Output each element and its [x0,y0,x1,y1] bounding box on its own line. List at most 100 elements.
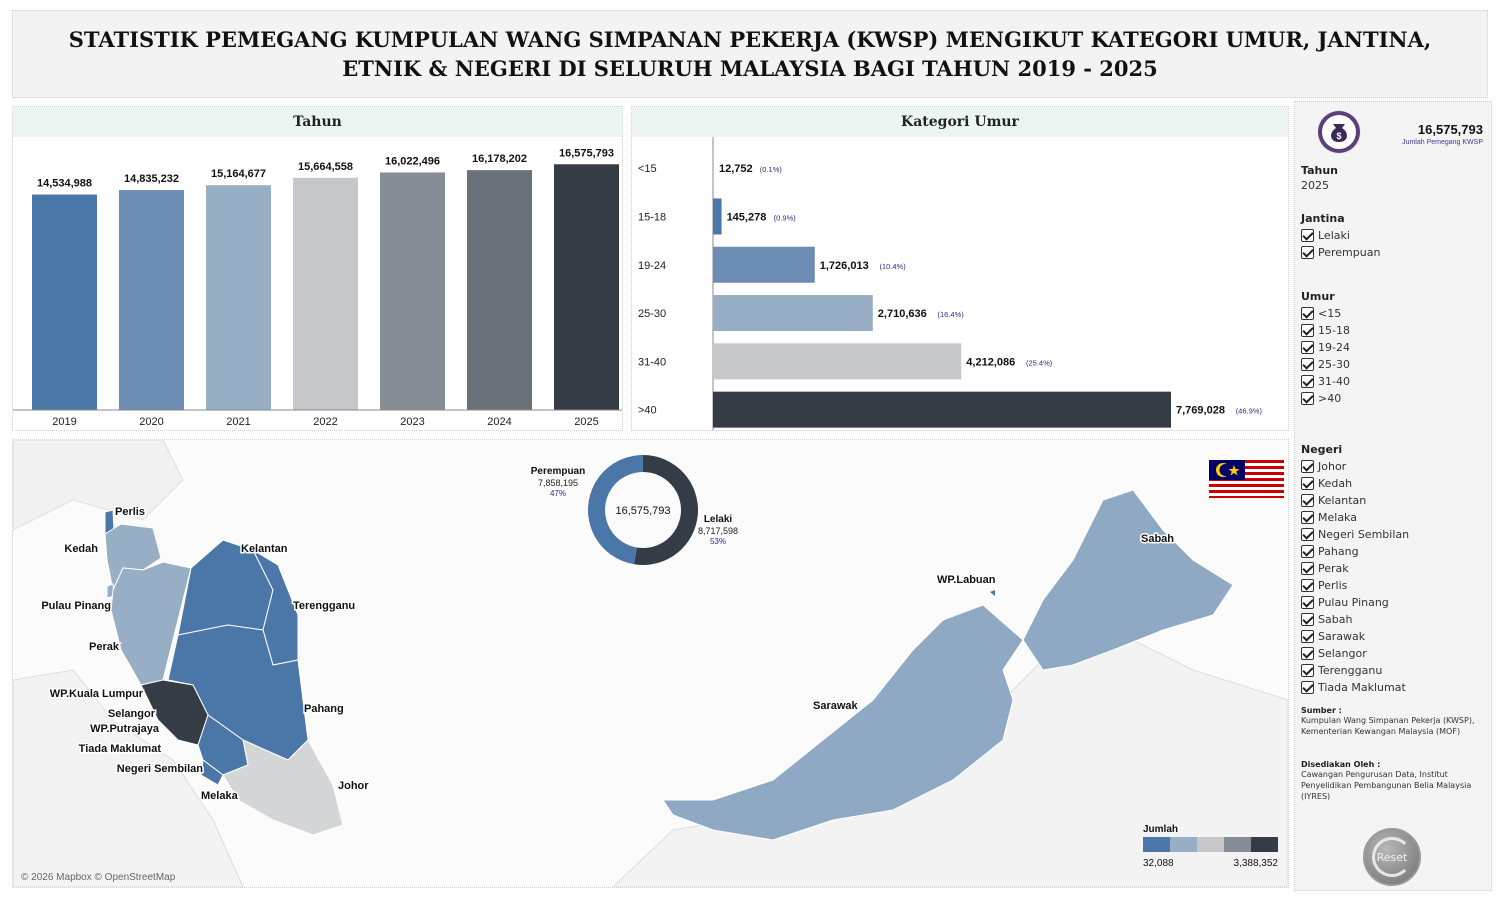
reset-button[interactable]: Reset [1363,828,1421,886]
negeri-option[interactable]: Tiada Maklumat [1301,679,1489,696]
umur-option[interactable]: <15 [1301,305,1489,322]
age-bar[interactable] [713,295,873,332]
umur-option[interactable]: 19-24 [1301,339,1489,356]
state-sabah[interactable] [1022,489,1234,671]
year-value-label: 16,178,202 [472,153,527,165]
year-bar[interactable] [32,194,97,410]
filter-tahun-title: Tahun [1301,164,1339,177]
negeri-option[interactable]: Sarawak [1301,628,1489,645]
negeri-option[interactable]: Pulau Pinang [1301,594,1489,611]
negeri-option-label: Terengganu [1318,664,1383,677]
year-bar[interactable] [119,190,184,410]
negeri-option[interactable]: Kelantan [1301,492,1489,509]
age-bar[interactable] [713,150,714,187]
jantina-option[interactable]: Lelaki [1301,227,1489,244]
checkbox-checked-icon[interactable] [1301,494,1314,507]
age-bar[interactable] [713,391,1171,428]
age-chart-panel: Kategori Umur <15 12,752 (0.1%) 15-18 145,27… [631,106,1289,431]
filter-tahun-value[interactable]: 2025 [1301,179,1329,192]
age-bar[interactable] [713,246,815,283]
negeri-option[interactable]: Selangor [1301,645,1489,662]
umur-option[interactable]: 31-40 [1301,373,1489,390]
prepared-by-title: Disediakan Oleh : [1301,760,1381,769]
checkbox-checked-icon[interactable] [1301,579,1314,592]
dashboard-title-box: STATISTIK PEMEGANG KUMPULAN WANG SIMPANA… [12,10,1488,98]
donut-value-label: 7,858,195 [538,478,578,488]
filter-tahun[interactable]: Tahun 2025 [1301,164,1489,192]
checkbox-checked-icon[interactable] [1301,229,1314,242]
state-wp-labuan[interactable] [990,590,995,596]
state-melaka[interactable] [200,759,224,786]
year-tick-label: 2021 [226,416,250,428]
checkbox-checked-icon[interactable] [1301,307,1314,320]
jantina-option[interactable]: Perempuan [1301,244,1489,261]
money-bag-icon: $ [1317,110,1361,154]
background-land-sumatra [13,669,244,887]
checkbox-checked-icon[interactable] [1301,511,1314,524]
map-legend-swatch [1143,837,1170,852]
donut-slice[interactable] [634,455,698,565]
checkbox-checked-icon[interactable] [1301,460,1314,473]
state-perak[interactable] [110,561,192,686]
age-value-label: 2,710,636 [878,308,927,320]
map-state-label: Pulau Pinang [41,600,111,612]
negeri-option[interactable]: Perlis [1301,577,1489,594]
checkbox-checked-icon[interactable] [1301,341,1314,354]
negeri-option-label: Pahang [1318,545,1359,558]
checkbox-checked-icon[interactable] [1301,613,1314,626]
checkbox-checked-icon[interactable] [1301,477,1314,490]
map-legend-swatch [1170,837,1197,852]
checkbox-checked-icon[interactable] [1301,375,1314,388]
prepared-by-text: Cawangan Pengurusan Data, Institut Penye… [1301,770,1472,801]
map-state-label: Terengganu [293,600,355,612]
checkbox-checked-icon[interactable] [1301,324,1314,337]
checkbox-checked-icon[interactable] [1301,358,1314,371]
state-johor[interactable] [222,739,344,836]
year-tick-label: 2022 [313,416,337,428]
checkbox-checked-icon[interactable] [1301,545,1314,558]
checkbox-checked-icon[interactable] [1301,630,1314,643]
year-bar[interactable] [293,177,358,410]
donut-value-label: 8,717,598 [698,526,738,536]
year-tick-label: 2025 [574,416,598,428]
negeri-option[interactable]: Negeri Sembilan [1301,526,1489,543]
donut-slice[interactable] [587,455,643,565]
negeri-option[interactable]: Perak [1301,560,1489,577]
checkbox-checked-icon[interactable] [1301,562,1314,575]
checkbox-checked-icon[interactable] [1301,647,1314,660]
negeri-option[interactable]: Pahang [1301,543,1489,560]
map-panel[interactable]: 16,575,793 Lelaki 8,717,598 53% Perempuan 7,8… [12,439,1289,888]
checkbox-checked-icon[interactable] [1301,596,1314,609]
umur-option[interactable]: >40 [1301,390,1489,407]
age-value-label: 4,212,086 [966,356,1015,368]
total-holders-value: 16,575,793 [1417,122,1483,137]
year-tick-label: 2023 [400,416,424,428]
negeri-option[interactable]: Terengganu [1301,662,1489,679]
year-bar[interactable] [467,170,532,410]
age-tick-label: 25-30 [638,308,666,320]
checkbox-checked-icon[interactable] [1301,681,1314,694]
age-bar[interactable] [713,343,962,380]
year-bar[interactable] [380,172,445,410]
year-bar[interactable] [206,185,271,410]
checkbox-checked-icon[interactable] [1301,664,1314,677]
negeri-option[interactable]: Melaka [1301,509,1489,526]
age-bar[interactable] [713,198,722,235]
negeri-option[interactable]: Sabah [1301,611,1489,628]
year-value-label: 15,164,677 [211,168,266,180]
year-tick-label: 2024 [487,416,511,428]
checkbox-checked-icon[interactable] [1301,528,1314,541]
checkbox-checked-icon[interactable] [1301,392,1314,405]
year-bar[interactable] [554,164,619,410]
map-state-label: Perak [89,641,120,653]
negeri-option[interactable]: Johor [1301,458,1489,475]
map-legend-swatch [1197,837,1224,852]
umur-option[interactable]: 25-30 [1301,356,1489,373]
age-value-label: 1,726,013 [820,260,869,272]
negeri-option[interactable]: Kedah [1301,475,1489,492]
checkbox-checked-icon[interactable] [1301,246,1314,259]
umur-option[interactable]: 15-18 [1301,322,1489,339]
jantina-option-label: Perempuan [1318,246,1381,259]
state-sarawak[interactable] [662,604,1024,841]
